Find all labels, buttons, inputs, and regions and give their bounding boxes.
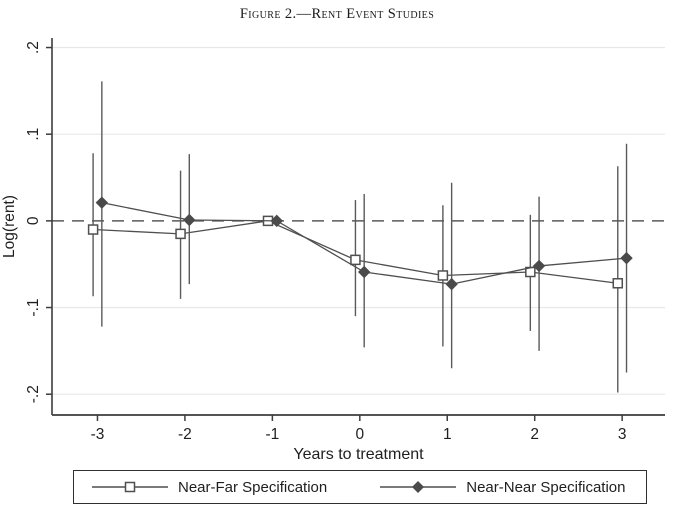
marker-filled-diamond--1 <box>270 214 283 228</box>
marker-filled-diamond-3 <box>620 251 633 265</box>
x-tick-label: -3 <box>91 426 105 443</box>
legend: Near-Far Specification Near-Near Specifi… <box>73 470 647 504</box>
open-square-marker-icon <box>92 481 168 493</box>
x-tick-label: -1 <box>265 426 279 443</box>
x-tick-label: 3 <box>618 426 627 443</box>
filled-diamond-marker-icon <box>380 481 457 493</box>
marker-open-square--3 <box>87 224 99 235</box>
legend-label-near-far: Near-Far Specification <box>178 478 328 496</box>
marker-filled-diamond-1 <box>445 277 458 291</box>
y-tick-label: .2 <box>25 41 42 54</box>
marker-open-square--2 <box>175 228 186 240</box>
marker-filled-diamond--2 <box>183 213 196 227</box>
x-tick-label: 1 <box>443 426 452 443</box>
marker-open-square-1 <box>437 270 449 281</box>
marker-filled-diamond--3 <box>95 196 109 209</box>
y-tick-label: -.1 <box>25 298 42 316</box>
figure-title: Figure 2.—Rent Event Studies <box>239 6 435 22</box>
legend-entry-near-far: Near-Far Specification <box>91 479 327 496</box>
x-axis-title: Years to treatment <box>293 446 424 463</box>
y-tick-label: -.2 <box>25 385 42 403</box>
x-tick-label: 2 <box>530 426 539 443</box>
x-tick-label: -2 <box>178 426 192 443</box>
legend-entry-near-near: Near-Near Specification <box>379 479 625 496</box>
marker-open-square-0 <box>350 254 361 266</box>
x-tick-label: 0 <box>355 426 364 443</box>
marker-filled-diamond-2 <box>532 259 546 273</box>
y-tick-label: 0 <box>25 216 42 225</box>
marker-filled-diamond-0 <box>357 265 371 279</box>
y-axis-title: Log(rent) <box>1 195 18 258</box>
legend-label-near-near: Near-Near Specification <box>466 478 626 496</box>
y-tick-label: .1 <box>25 128 42 141</box>
marker-open-square-3 <box>612 278 624 289</box>
